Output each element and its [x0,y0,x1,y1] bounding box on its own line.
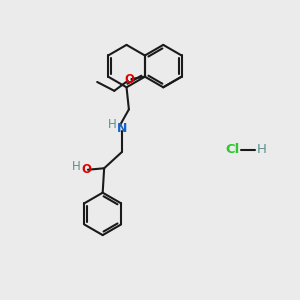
Text: N: N [117,122,127,135]
Text: O: O [81,163,91,176]
Text: Cl: Cl [225,143,240,157]
Text: H: H [72,160,81,173]
Text: O: O [124,73,135,86]
Text: H: H [257,143,267,157]
Text: H: H [108,118,117,131]
